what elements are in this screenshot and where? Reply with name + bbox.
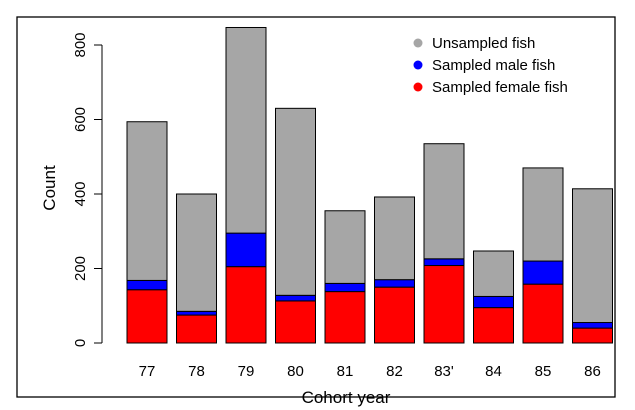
bar-segment-sampled-male-fish-9 <box>572 322 613 329</box>
legend-label: Unsampled fish <box>432 35 535 52</box>
bar-segment-unsampled-fish-3 <box>275 107 316 296</box>
y-tick-label: 800 <box>72 32 89 57</box>
bar-segment-sampled-female-fish-0 <box>126 289 168 344</box>
bar-segment-unsampled-fish-0 <box>126 121 168 281</box>
x-tick-label: 78 <box>188 363 205 380</box>
bar-segment-sampled-male-fish-0 <box>126 279 168 291</box>
y-tick-label: 200 <box>72 256 89 281</box>
bar-segment-sampled-female-fish-3 <box>275 300 316 344</box>
x-tick-label: 82 <box>386 363 403 380</box>
bar-segment-sampled-female-fish-2 <box>225 266 267 344</box>
y-tick-label: 0 <box>72 339 89 347</box>
bar-segment-unsampled-fish-5 <box>374 196 415 281</box>
bar-segment-sampled-male-fish-4 <box>324 282 366 293</box>
bar-segment-sampled-female-fish-7 <box>473 307 514 344</box>
y-tick-label: 600 <box>72 107 89 132</box>
bar-segment-sampled-female-fish-4 <box>324 291 366 344</box>
bar-segment-sampled-male-fish-2 <box>225 232 267 268</box>
y-axis: 0 200 400 600 800 <box>72 32 103 347</box>
bar-segment-unsampled-fish-8 <box>522 167 564 262</box>
bar-segment-sampled-male-fish-7 <box>473 295 514 309</box>
legend-marker <box>413 82 423 92</box>
x-tick-label: 85 <box>535 363 552 380</box>
bar-segment-sampled-female-fish-9 <box>572 327 613 344</box>
bar-segment-sampled-male-fish-8 <box>522 260 564 285</box>
bar-segment-unsampled-fish-6 <box>423 143 465 260</box>
y-tick-label: 400 <box>72 181 89 206</box>
x-tick-label: 83' <box>434 363 454 380</box>
bar-segment-sampled-female-fish-5 <box>374 286 415 344</box>
legend-marker <box>413 38 423 48</box>
bar-segment-sampled-female-fish-8 <box>522 283 564 344</box>
bar-segment-sampled-female-fish-6 <box>423 265 465 344</box>
y-axis-title: Count <box>40 165 59 211</box>
x-axis: 77 78 79 80 81 82 83' 84 85 86 <box>139 363 601 380</box>
x-tick-label: 86 <box>584 363 601 380</box>
legend: Unsampled fish Sampled male fish Sampled f… <box>413 35 568 96</box>
x-tick-label: 80 <box>287 363 304 380</box>
x-axis-title: Cohort year <box>302 388 391 407</box>
bar-segment-sampled-male-fish-1 <box>176 310 217 316</box>
legend-marker <box>413 60 423 70</box>
bar-segment-unsampled-fish-7 <box>473 250 514 297</box>
x-tick-label: 77 <box>139 363 156 380</box>
plot-frame <box>16 16 616 398</box>
bar-segment-unsampled-fish-9 <box>572 188 613 324</box>
legend-label: Sampled male fish <box>432 57 555 74</box>
bar-segment-unsampled-fish-2 <box>225 26 267 234</box>
legend-label: Sampled female fish <box>432 79 568 96</box>
x-tick-label: 81 <box>337 363 354 380</box>
bars-group <box>126 26 613 344</box>
bar-segment-sampled-male-fish-5 <box>374 279 415 288</box>
x-tick-label: 84 <box>485 363 502 380</box>
bar-segment-sampled-female-fish-1 <box>176 314 217 344</box>
bar-segment-sampled-male-fish-6 <box>423 258 465 267</box>
bar-segment-unsampled-fish-4 <box>324 210 366 284</box>
bar-segment-unsampled-fish-1 <box>176 193 217 312</box>
x-tick-label: 79 <box>238 363 255 380</box>
bar-segment-sampled-male-fish-3 <box>275 294 316 302</box>
